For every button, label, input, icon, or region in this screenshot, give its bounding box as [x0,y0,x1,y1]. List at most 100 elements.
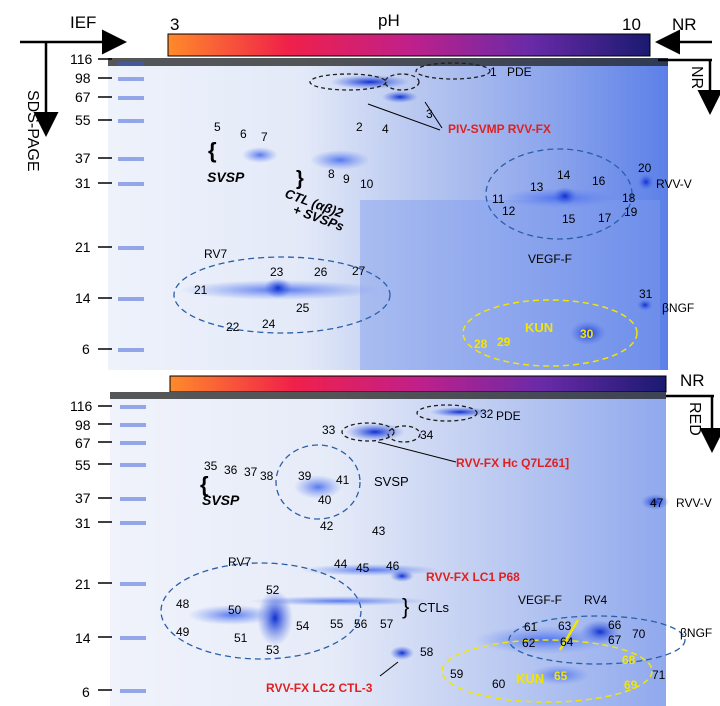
top-leaders [367,101,443,131]
top-gel [108,58,668,370]
nr-right-label: NR [688,66,705,89]
mw2-67: 67 [75,435,91,451]
mw-21: 21 [75,239,91,255]
spot-71: 71 [652,668,666,682]
spot-30: 30 [580,327,594,341]
bottom-dashed-marks [341,404,478,443]
top-mw-labels: 116 98 67 55 37 31 21 14 6 [70,51,93,357]
ph-gradient-bar [167,33,651,57]
spot-19: 19 [624,205,638,219]
spot-13: 13 [530,180,544,194]
spot-28: 28 [474,337,488,351]
bottom-ctls-brace: } [402,594,409,619]
spot-21: 21 [194,283,208,297]
spot-12: 12 [502,204,516,218]
spot-57: 57 [380,617,394,631]
spot-16: 16 [592,174,606,188]
mw2-37: 37 [75,490,91,506]
top-spot-numbers: 1 2 3 4 5 6 7 8 9 10 11 12 13 14 15 16 1… [194,65,653,334]
top-ctl-brace: } [296,168,304,190]
bottom-mw-ticks [98,405,112,691]
top-yellow-numbers: 28 29 30 [474,327,594,351]
spot-33: 33 [322,423,336,437]
spot-47: 47 [650,496,664,510]
spot-42: 42 [320,519,334,533]
spot-20: 20 [638,161,652,175]
sds-page-label: SDS-PAGE [24,90,41,172]
spot-40: 40 [318,493,332,507]
mw-67: 67 [75,89,91,105]
bottom-ph-gradient-bar [169,375,667,393]
spot-39: 39 [298,469,312,483]
nr-top-label: NR [672,15,697,34]
spot-67: 67 [608,633,622,647]
spot-17: 17 [598,211,612,225]
mw-116: 116 [70,51,93,67]
spot-32: 32 [480,407,494,421]
spot-4: 4 [382,122,389,136]
top-rvv-v-label: RVV-V [656,177,692,191]
top-kun-label: KUN [525,320,553,335]
spot-60: 60 [492,677,506,691]
mw-14: 14 [75,290,91,306]
spot-58: 58 [420,645,434,659]
bottom-rv4-label: RV4 [584,593,607,607]
bottom-rvvfx-hc-label: RVV-FX Hc Q7LZ61] [456,456,569,470]
spot-23: 23 [270,265,284,279]
spot-68: 68 [622,653,636,667]
spot-52: 52 [266,583,280,597]
spot-1: 1 [490,65,497,79]
bottom-rvv-v-label: RVV-V [676,496,712,510]
top-marker-lane [118,62,144,352]
spot-38: 38 [260,469,274,483]
spot-70: 70 [632,627,646,641]
top-gel-haze [360,200,660,370]
bottom-ctls-label: CTLs [418,600,450,615]
spot-63: 63 [558,619,572,633]
spot-2: 2 [356,120,363,134]
spot-18: 18 [622,191,636,205]
top-kun-circle [462,299,638,367]
spot-56: 56 [354,617,368,631]
bottom-mw-labels: 116 98 67 55 37 31 21 14 6 [70,398,93,700]
mw2-55: 55 [75,457,91,473]
spot-36: 36 [224,463,238,477]
mw2-6: 6 [82,684,90,700]
ph-label: pH [378,11,400,30]
spot-54: 54 [296,619,310,633]
spot-43: 43 [372,524,386,538]
top-gel-edge [108,58,668,66]
bottom-svsp-right-label: SVSP [374,474,409,489]
top-pde-label: PDE [507,65,532,79]
spot-34: 34 [420,428,434,442]
bottom-yellow-numbers: 65 68 69 [554,653,638,692]
bottom-leaders [377,441,457,677]
bottom-blue-circles [160,444,686,665]
spot-11: 11 [492,192,505,206]
nr-bottom-label: NR [680,371,705,390]
bottom-spot-numbers: 32 33 34 35 36 37 38 39 40 41 42 43 44 4… [176,407,666,691]
top-blue-circles [173,148,633,334]
spot-7: 7 [261,130,268,144]
spot-15: 15 [562,212,576,226]
top-dashed-marks [309,62,491,91]
bottom-pde-label: PDE [496,409,521,423]
spot-35: 35 [204,459,218,473]
spot-8: 8 [328,167,335,181]
spot-25: 25 [296,301,310,315]
bottom-lc1-label: RVV-FX LC1 P68 [426,570,520,584]
bottom-rv7-label: RV7 [228,555,251,569]
top-svsp-brace: { [208,138,217,163]
spot-51: 51 [234,631,248,645]
mw2-21: 21 [75,576,91,592]
top-piv-label: PIV-SVMP RVV-FX [448,122,551,136]
spot-59: 59 [450,667,464,681]
mw2-31: 31 [75,515,91,531]
spot-46: 46 [386,559,400,573]
spot-26: 26 [314,265,328,279]
spot-53: 53 [266,643,280,657]
top-spots [180,75,654,345]
bottom-svsp-left-label: SVSP [202,492,240,508]
mw-31: 31 [75,175,91,191]
spot-6: 6 [240,127,247,141]
